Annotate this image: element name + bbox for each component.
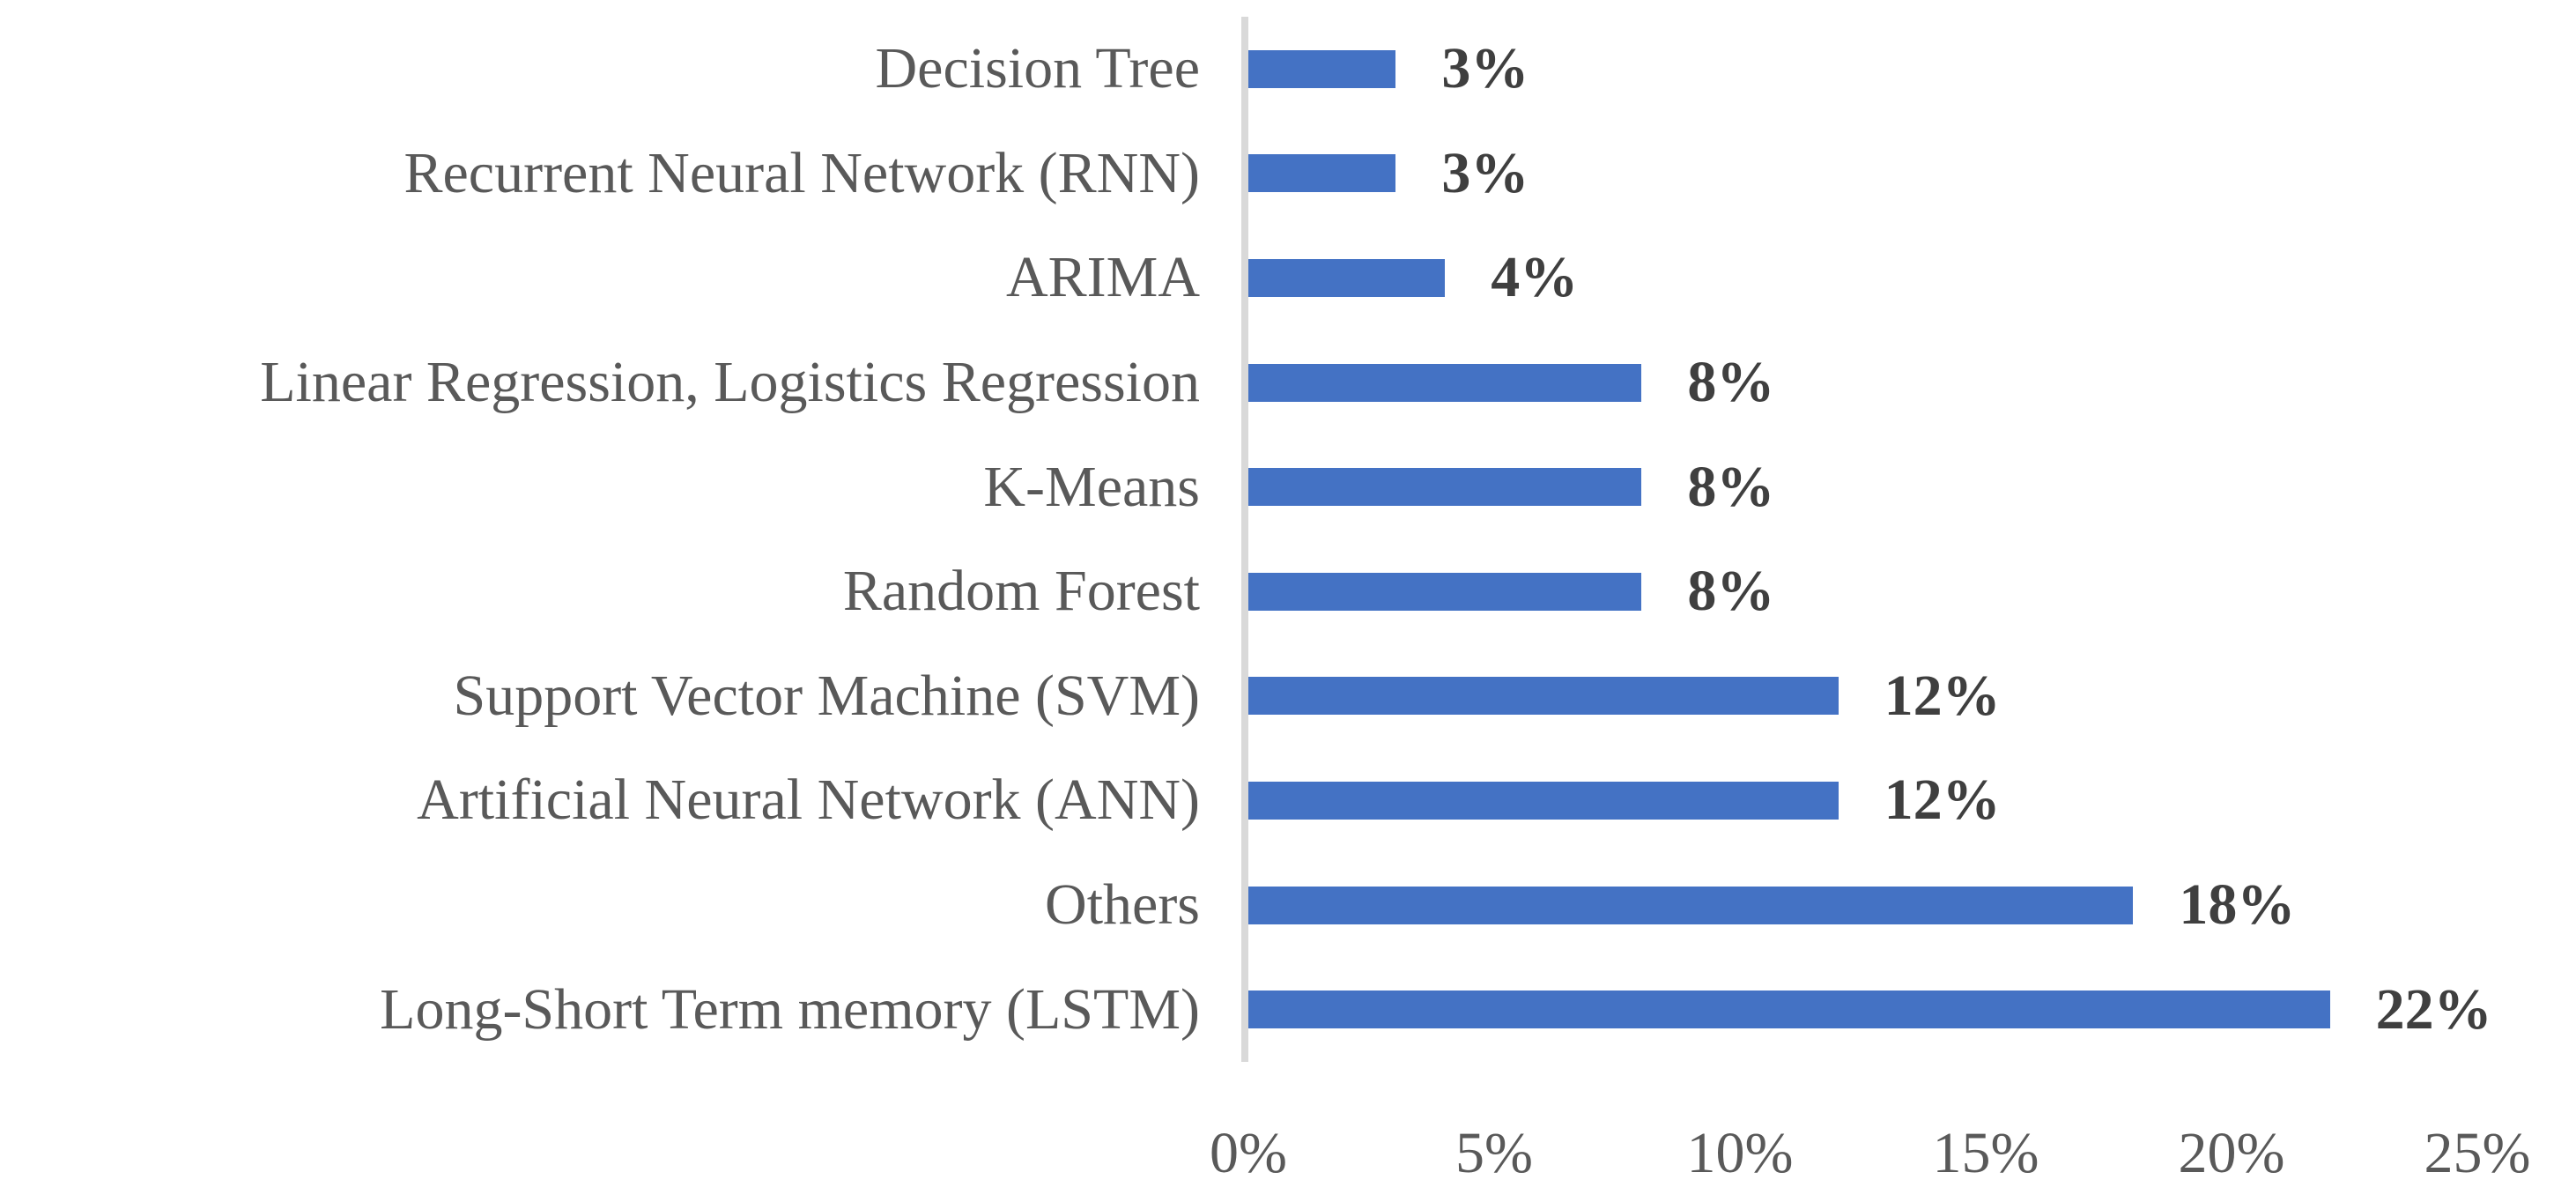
bar <box>1248 154 1396 193</box>
x-tick-label: 10% <box>1686 1121 1794 1185</box>
category-label: Others <box>1045 872 1200 938</box>
bar-row: 8% <box>1248 434 2477 539</box>
category-label: Long-Short Term memory (LSTM) <box>380 976 1200 1042</box>
bar <box>1248 49 1396 88</box>
category-label: Recurrent Neural Network (RNN) <box>403 140 1200 205</box>
value-label: 22% <box>2375 976 2492 1042</box>
x-tick-label: 15% <box>1932 1121 2039 1185</box>
value-label: 12% <box>1884 663 2001 728</box>
bar-row: 3% <box>1248 17 2477 122</box>
value-label: 8% <box>1687 559 1775 624</box>
bar-row: 22% <box>1248 957 2492 1062</box>
category-row: Long-Short Term memory (LSTM) <box>0 957 1200 1062</box>
category-label: ARIMA <box>1005 245 1200 310</box>
x-axis: 0% 5% 10% 15% 20% 25% <box>1210 1121 2530 1202</box>
category-label: Artificial Neural Network (ANN) <box>417 768 1200 833</box>
bar-row: 8% <box>1248 539 2477 644</box>
category-row: Random Forest <box>0 539 1200 644</box>
category-label: Random Forest <box>842 559 1200 624</box>
bar <box>1248 781 1839 820</box>
bar-row: 18% <box>1248 853 2477 958</box>
bar-row: 12% <box>1248 644 2477 749</box>
category-label: K-Means <box>983 454 1200 519</box>
category-axis-labels: Decision Tree Recurrent Neural Network (R… <box>0 17 1200 1062</box>
bar <box>1248 468 1642 507</box>
bar <box>1248 258 1446 297</box>
x-tick-label: 20% <box>2178 1121 2285 1185</box>
bar <box>1248 677 1839 716</box>
category-row: Others <box>0 853 1200 958</box>
bar-row: 3% <box>1248 122 2477 226</box>
category-row: ARIMA <box>0 226 1200 330</box>
y-axis-line <box>1241 17 1248 1062</box>
bar <box>1248 572 1642 611</box>
category-label: Linear Regression, Logistics Regression <box>260 350 1200 415</box>
value-label: 12% <box>1884 768 2001 833</box>
category-label: Support Vector Machine (SVM) <box>453 663 1201 728</box>
category-row: Support Vector Machine (SVM) <box>0 644 1201 749</box>
bar <box>1248 886 2134 924</box>
value-label: 8% <box>1687 350 1775 415</box>
x-tick-label: 0% <box>1210 1121 1287 1185</box>
x-tick-label: 25% <box>2424 1121 2531 1185</box>
bar <box>1248 991 2330 1029</box>
bar-row: 12% <box>1248 748 2477 853</box>
category-label: Decision Tree <box>875 36 1200 101</box>
value-label: 3% <box>1441 140 1529 205</box>
value-label: 8% <box>1687 454 1775 519</box>
plot-area: 3% 3% 4% 8% 8% 8% 12% 12% 18% 22% <box>1248 17 2492 1062</box>
bar-row: 8% <box>1248 330 2477 435</box>
category-row: Artificial Neural Network (ANN) <box>0 748 1200 853</box>
category-row: Linear Regression, Logistics Regression <box>0 330 1200 435</box>
category-row: Recurrent Neural Network (RNN) <box>0 122 1200 226</box>
value-label: 4% <box>1491 245 1579 310</box>
category-row: Decision Tree <box>0 17 1200 122</box>
value-label: 3% <box>1441 36 1529 101</box>
value-label: 18% <box>2179 872 2296 938</box>
bar <box>1248 363 1642 402</box>
x-tick-label: 5% <box>1455 1121 1533 1185</box>
bar-row: 4% <box>1248 226 2477 330</box>
category-row: K-Means <box>0 434 1200 539</box>
